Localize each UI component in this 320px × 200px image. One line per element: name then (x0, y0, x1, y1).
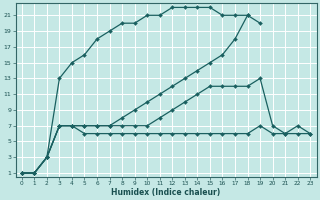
X-axis label: Humidex (Indice chaleur): Humidex (Indice chaleur) (111, 188, 221, 197)
